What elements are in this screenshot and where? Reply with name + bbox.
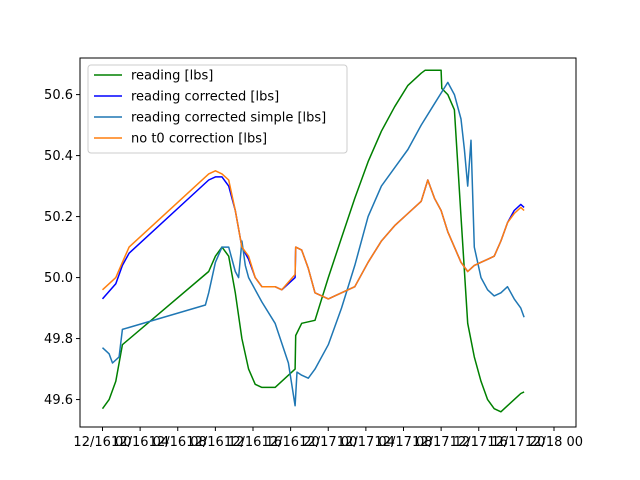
x-tick-label: 12/16 00 bbox=[73, 435, 131, 450]
series-line-3 bbox=[101, 81, 525, 407]
y-axis: 49.6 49.8 50.0 50.2 50.4 50.6 bbox=[44, 88, 80, 408]
x-tick-label: 12/16 20 bbox=[262, 435, 320, 450]
legend-label: reading corrected [lbs] bbox=[131, 90, 279, 105]
x-tick-label: 12/17 00 bbox=[299, 435, 357, 450]
legend-box bbox=[87, 64, 348, 154]
y-tick-label: 49.8 bbox=[44, 332, 73, 347]
legend: reading [lbs] reading corrected [lbs] read… bbox=[87, 64, 348, 154]
y-tick-label: 50.4 bbox=[44, 149, 73, 164]
x-tick-label: 12/17 16 bbox=[450, 435, 508, 450]
legend-label: reading [lbs] bbox=[131, 69, 213, 84]
x-tick-label: 12/16 12 bbox=[186, 435, 244, 450]
legend-label: no t0 correction [lbs] bbox=[131, 132, 267, 147]
y-tick-label: 50.2 bbox=[44, 210, 73, 225]
x-tick-label: 12/16 08 bbox=[149, 435, 207, 450]
y-tick-label: 49.6 bbox=[44, 393, 73, 408]
x-tick-label: 12/17 20 bbox=[487, 435, 545, 450]
y-tick-label: 50.0 bbox=[44, 271, 73, 286]
x-tick-label: 12/16 16 bbox=[224, 435, 282, 450]
series-layer bbox=[101, 69, 525, 413]
series-line-1 bbox=[101, 69, 525, 413]
x-tick-label: 12/18 00 bbox=[525, 435, 583, 450]
x-tick-label: 12/17 08 bbox=[374, 435, 432, 450]
series-line-4 bbox=[101, 170, 525, 300]
legend-label: reading corrected simple [lbs] bbox=[131, 111, 326, 126]
x-tick-label: 12/16 04 bbox=[111, 435, 169, 450]
y-tick-label: 50.6 bbox=[44, 88, 73, 103]
x-tick-label: 12/17 12 bbox=[412, 435, 470, 450]
x-tick-label: 12/17 04 bbox=[337, 435, 395, 450]
